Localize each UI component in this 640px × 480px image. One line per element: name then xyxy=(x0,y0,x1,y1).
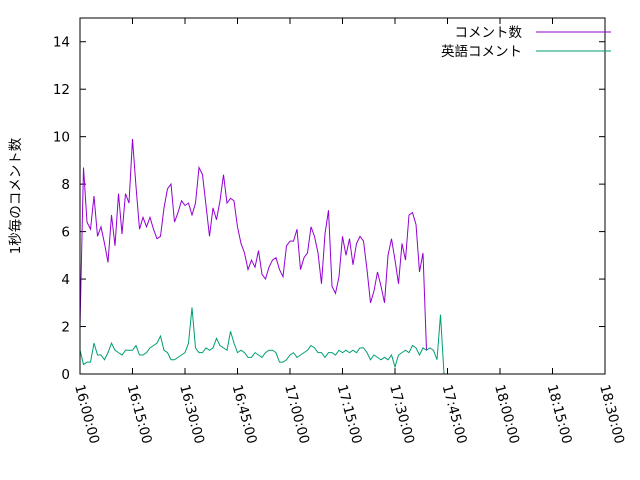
y-tick-label: 2 xyxy=(61,320,70,336)
legend-label: 英語コメント xyxy=(441,43,522,60)
axis-ticks xyxy=(79,18,606,375)
y-tick-label: 0 xyxy=(61,367,70,383)
y-tick-label: 14 xyxy=(53,35,70,51)
x-tick-label: 17:15:00 xyxy=(334,383,365,446)
x-tick-label: 18:00:00 xyxy=(491,383,522,446)
y-tick-label: 12 xyxy=(53,82,70,98)
y-tick-label: 4 xyxy=(61,272,70,288)
y-axis-label: 1秒毎のコメント数 xyxy=(8,137,24,254)
x-tick-label: 18:30:00 xyxy=(596,383,627,446)
legend-label: コメント数 xyxy=(455,25,523,41)
x-tick-label: 17:00:00 xyxy=(281,383,312,446)
x-tick-label: 16:30:00 xyxy=(176,383,207,446)
series-layer xyxy=(79,139,445,375)
x-tick-label: 16:45:00 xyxy=(229,383,260,446)
series-line-1 xyxy=(79,139,427,351)
y-tick-label: 6 xyxy=(61,225,70,241)
x-tick-label: 17:30:00 xyxy=(386,383,417,446)
y-tick-label: 8 xyxy=(61,177,70,193)
y-tick-labels: 0 2 4 6 8 10 12 14 xyxy=(53,35,70,383)
plot-frame xyxy=(79,17,606,375)
x-tick-label: 17:45:00 xyxy=(439,383,470,446)
x-tick-label: 18:15:00 xyxy=(544,383,575,446)
x-tick-label: 16:15:00 xyxy=(124,383,155,446)
series-line-2 xyxy=(79,307,445,375)
x-tick-label: 16:00:00 xyxy=(71,383,102,446)
x-tick-labels: 16:00:00 16:15:00 16:30:00 16:45:00 17:00:00… xyxy=(71,383,627,446)
y-tick-label: 10 xyxy=(53,130,70,146)
